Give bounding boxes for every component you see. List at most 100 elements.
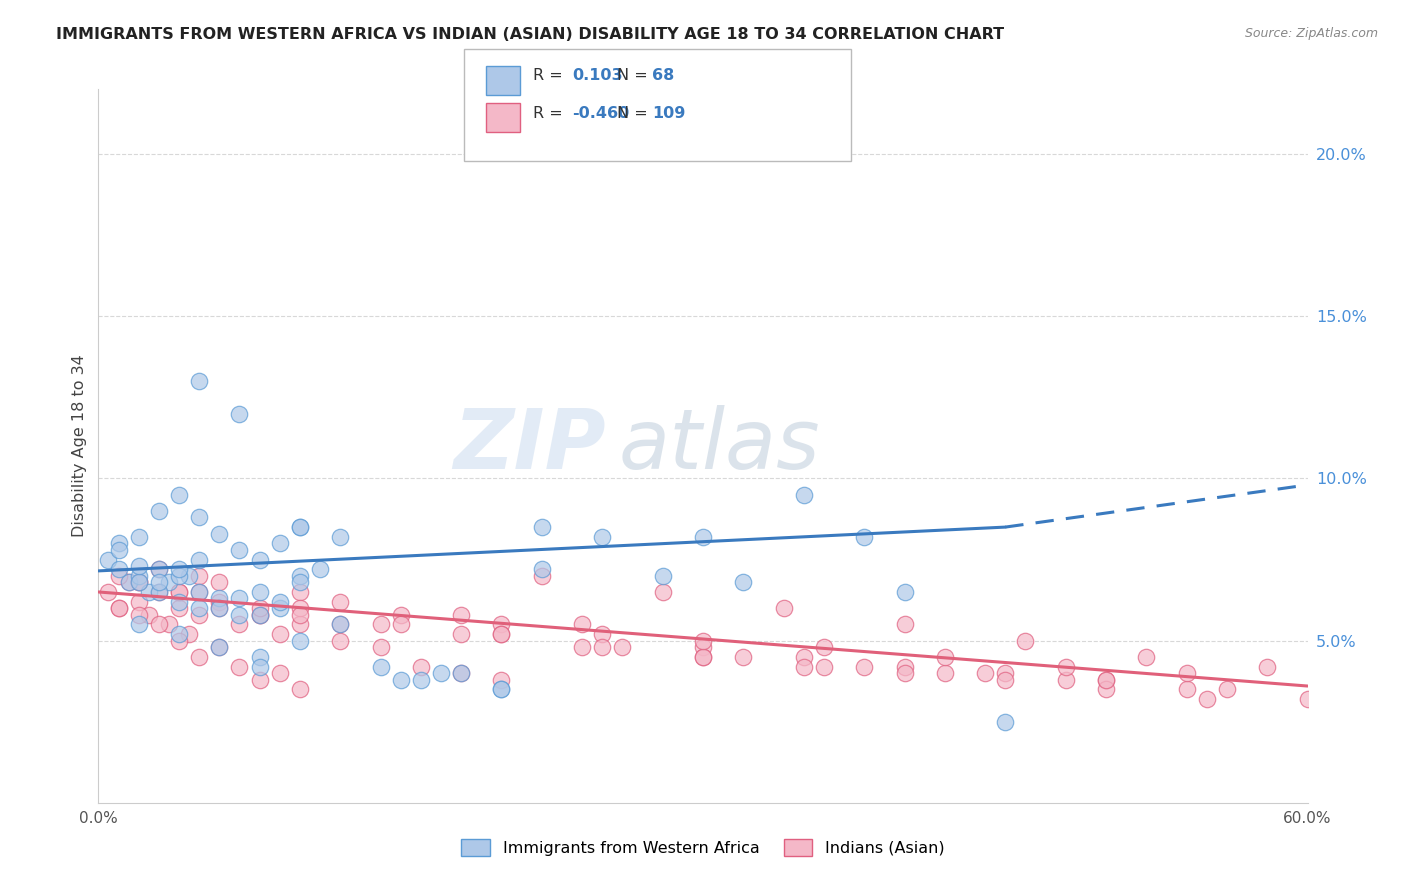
Point bbox=[228, 407, 250, 421]
Point bbox=[692, 649, 714, 664]
Point bbox=[148, 504, 170, 518]
Point bbox=[329, 530, 352, 544]
Legend: Immigrants from Western Africa, Indians (Asian): Immigrants from Western Africa, Indians … bbox=[456, 832, 950, 863]
Point bbox=[208, 591, 231, 606]
Y-axis label: Disability Age 18 to 34: Disability Age 18 to 34 bbox=[72, 355, 87, 537]
Point bbox=[208, 640, 231, 654]
Point bbox=[389, 607, 412, 622]
Point bbox=[208, 595, 231, 609]
Point bbox=[1195, 692, 1218, 706]
Point bbox=[591, 627, 613, 641]
Point bbox=[128, 575, 150, 590]
Point bbox=[228, 659, 250, 673]
Point bbox=[1175, 666, 1198, 681]
Point bbox=[167, 568, 190, 582]
Point bbox=[188, 568, 211, 582]
Point bbox=[118, 575, 141, 590]
Point bbox=[167, 585, 190, 599]
Point bbox=[994, 673, 1017, 687]
Point bbox=[228, 607, 250, 622]
Point bbox=[409, 673, 432, 687]
Point bbox=[1095, 682, 1118, 697]
Point bbox=[118, 575, 141, 590]
Point bbox=[97, 552, 120, 566]
Point bbox=[188, 585, 211, 599]
Point bbox=[128, 617, 150, 632]
Point bbox=[148, 562, 170, 576]
Text: R =: R = bbox=[533, 69, 568, 83]
Point bbox=[208, 601, 231, 615]
Point bbox=[208, 640, 231, 654]
Point bbox=[450, 627, 472, 641]
Point bbox=[288, 617, 311, 632]
Point bbox=[269, 601, 291, 615]
Point bbox=[288, 607, 311, 622]
Point bbox=[370, 617, 392, 632]
Point bbox=[430, 666, 453, 681]
Point bbox=[188, 607, 211, 622]
Text: atlas: atlas bbox=[619, 406, 820, 486]
Point bbox=[179, 568, 201, 582]
Point bbox=[491, 682, 513, 697]
Point bbox=[1216, 682, 1239, 697]
Point bbox=[893, 585, 915, 599]
Point bbox=[370, 640, 392, 654]
Point bbox=[188, 374, 211, 388]
Point bbox=[309, 562, 332, 576]
Point bbox=[208, 601, 231, 615]
Text: 0.103: 0.103 bbox=[572, 69, 623, 83]
Point bbox=[128, 530, 150, 544]
Point bbox=[128, 607, 150, 622]
Point bbox=[269, 666, 291, 681]
Point bbox=[853, 659, 876, 673]
Point bbox=[148, 585, 170, 599]
Point bbox=[167, 633, 190, 648]
Point bbox=[167, 562, 190, 576]
Point bbox=[188, 510, 211, 524]
Text: 68: 68 bbox=[652, 69, 675, 83]
Point bbox=[188, 552, 211, 566]
Point bbox=[1256, 659, 1278, 673]
Point bbox=[893, 617, 915, 632]
Point bbox=[107, 542, 129, 557]
Point bbox=[651, 585, 673, 599]
Point bbox=[228, 617, 250, 632]
Point bbox=[97, 585, 120, 599]
Point bbox=[269, 595, 291, 609]
Point bbox=[733, 575, 755, 590]
Point bbox=[188, 649, 211, 664]
Point bbox=[288, 520, 311, 534]
Point bbox=[491, 627, 513, 641]
Point bbox=[450, 607, 472, 622]
Point bbox=[893, 659, 915, 673]
Point bbox=[288, 682, 311, 697]
Point bbox=[530, 568, 553, 582]
Point bbox=[107, 562, 129, 576]
Point bbox=[128, 575, 150, 590]
Point bbox=[249, 659, 271, 673]
Point bbox=[107, 568, 129, 582]
Point bbox=[934, 649, 956, 664]
Point bbox=[249, 607, 271, 622]
Point bbox=[571, 617, 593, 632]
Point bbox=[228, 591, 250, 606]
Point bbox=[793, 488, 815, 502]
Point bbox=[530, 520, 553, 534]
Point bbox=[370, 659, 392, 673]
Point bbox=[994, 714, 1017, 729]
Point bbox=[1175, 682, 1198, 697]
Point bbox=[612, 640, 634, 654]
Point bbox=[409, 659, 432, 673]
Point bbox=[288, 568, 311, 582]
Point bbox=[692, 633, 714, 648]
Point bbox=[249, 552, 271, 566]
Point bbox=[793, 659, 815, 673]
Point bbox=[288, 520, 311, 534]
Point bbox=[157, 575, 180, 590]
Point bbox=[128, 568, 150, 582]
Point bbox=[692, 640, 714, 654]
Point bbox=[571, 640, 593, 654]
Point bbox=[692, 530, 714, 544]
Point bbox=[167, 627, 190, 641]
Point bbox=[288, 601, 311, 615]
